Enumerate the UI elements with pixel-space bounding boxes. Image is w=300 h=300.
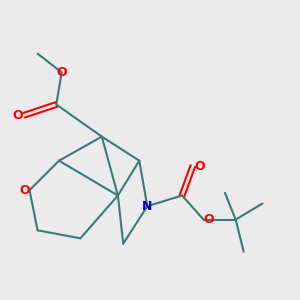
Text: O: O [19, 184, 29, 197]
Text: O: O [194, 160, 205, 172]
Text: O: O [56, 66, 67, 79]
Text: O: O [204, 213, 214, 226]
Text: O: O [12, 109, 23, 122]
Text: N: N [142, 200, 152, 213]
